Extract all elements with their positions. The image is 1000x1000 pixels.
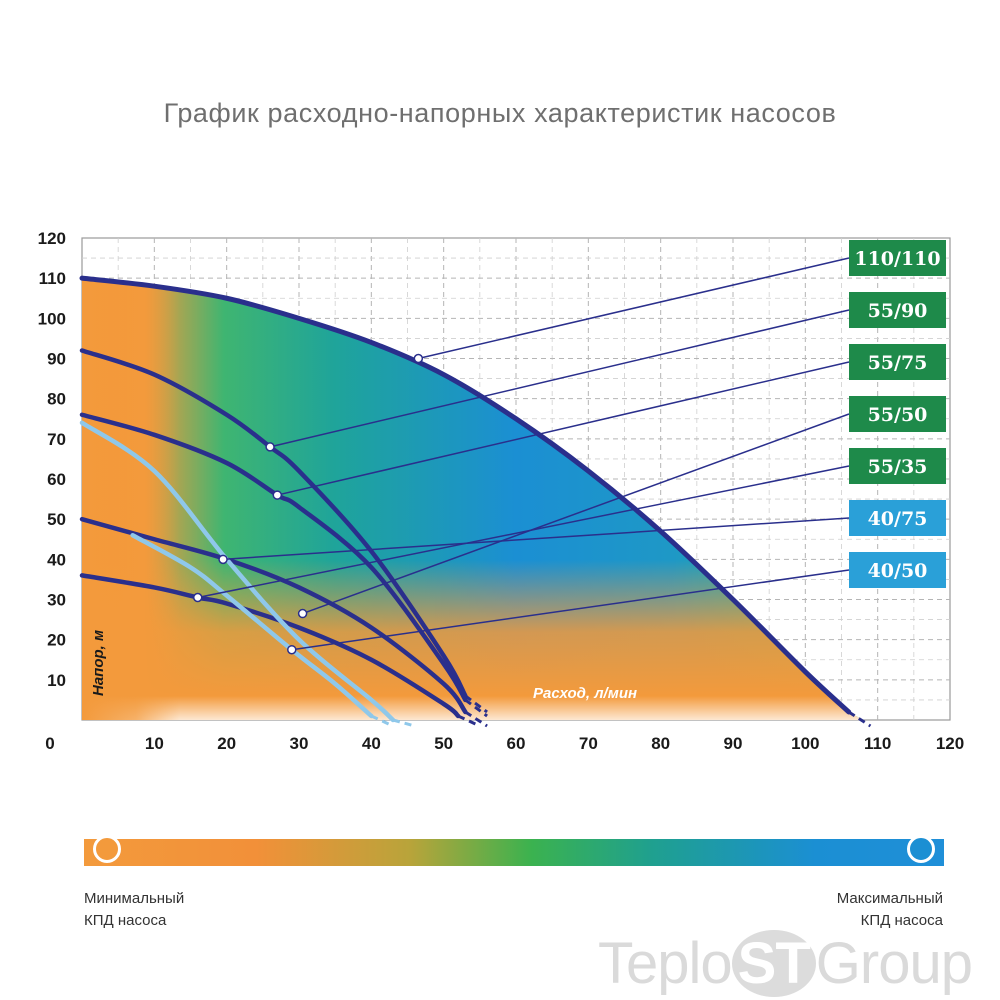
efficiency-gradient-bar bbox=[84, 835, 944, 866]
curve-extension bbox=[464, 698, 488, 718]
leader-line bbox=[197, 465, 850, 599]
curve-40-50 bbox=[130, 532, 374, 719]
curve-55-90 bbox=[79, 348, 468, 699]
max-efficiency-marker bbox=[907, 835, 935, 863]
model-label-text: 40/50 bbox=[868, 560, 928, 582]
label-leader-lines bbox=[197, 257, 850, 651]
watermark-part3: Group bbox=[815, 931, 973, 996]
x-tick-label: 60 bbox=[507, 734, 526, 753]
x-tick-label: 100 bbox=[791, 734, 819, 753]
legend-max-efficiency: Максимальный КПД насоса bbox=[837, 888, 943, 932]
legend-max-line2: КПД насоса bbox=[860, 912, 943, 929]
legend-min-efficiency: Минимальный КПД насоса bbox=[84, 888, 184, 932]
y-tick-label: 30 bbox=[47, 591, 66, 610]
x-axis-label: Расход, л/мин bbox=[533, 685, 637, 702]
y-tick-label: 60 bbox=[47, 470, 66, 489]
watermark-part1: Teplo bbox=[598, 931, 733, 996]
model-label-box bbox=[849, 344, 946, 380]
y-tick-label: 110 bbox=[39, 269, 66, 288]
legend-min-line2: КПД насоса bbox=[84, 912, 167, 929]
x-tick-label: 110 bbox=[864, 734, 891, 753]
curve-55-35 bbox=[79, 573, 461, 719]
y-axis-label: Напор, м bbox=[90, 630, 107, 696]
curve-110-110 bbox=[79, 275, 852, 715]
curve-marker bbox=[218, 554, 228, 565]
chart-title: График расходно-напорных характеристик н… bbox=[163, 98, 837, 128]
curve-marker bbox=[192, 592, 203, 603]
curve-55-75 bbox=[79, 412, 468, 703]
y-tick-label: 100 bbox=[38, 309, 66, 328]
y-tick-label: 40 bbox=[47, 550, 66, 569]
model-label-text: 110/110 bbox=[854, 248, 940, 270]
curve-extension bbox=[370, 714, 394, 728]
model-label-text: 55/75 bbox=[868, 352, 928, 374]
efficiency-fill bbox=[82, 278, 864, 720]
x-tick-label: 20 bbox=[217, 734, 236, 753]
x-tick-label: 120 bbox=[936, 734, 964, 753]
x-tick-label: 50 bbox=[434, 734, 453, 753]
y-tick-label: 80 bbox=[47, 390, 66, 409]
watermark-logo: Teplo ST Group bbox=[598, 930, 973, 997]
min-efficiency-marker bbox=[93, 835, 121, 863]
watermark-part2: ST bbox=[731, 930, 816, 997]
efficiency-region-left bbox=[82, 278, 864, 720]
model-label-box bbox=[849, 500, 946, 536]
curve-marker bbox=[287, 644, 297, 655]
axis-ticks: 10 20 30 40 50 60 70 80 90 100 110 120 0 10 20 30 40 50 60… bbox=[38, 229, 965, 753]
curve-40-75 bbox=[79, 420, 396, 723]
leader-line bbox=[418, 257, 850, 360]
leader-line bbox=[291, 569, 850, 651]
model-label-text: 40/75 bbox=[868, 508, 928, 530]
y-tick-label: 70 bbox=[47, 430, 66, 449]
pump-curves bbox=[79, 275, 872, 728]
curve-extension bbox=[464, 710, 488, 728]
curve-extension bbox=[464, 694, 488, 714]
leader-line bbox=[277, 361, 850, 496]
curve-marker bbox=[413, 353, 424, 364]
y-tick-label: 10 bbox=[47, 671, 66, 690]
curve-marker bbox=[297, 608, 308, 619]
x-tick-label: 80 bbox=[651, 734, 670, 753]
x-tick-label: 70 bbox=[579, 734, 598, 753]
curve-markers bbox=[192, 353, 424, 655]
leader-line bbox=[269, 309, 850, 448]
model-label-box bbox=[849, 396, 946, 432]
x-tick-label: 30 bbox=[290, 734, 309, 753]
x-tick-label: 40 bbox=[362, 734, 381, 753]
model-label-box bbox=[849, 240, 946, 276]
curve-extension bbox=[457, 714, 481, 728]
x-tick-label: 10 bbox=[145, 734, 164, 753]
y-tick-label: 90 bbox=[47, 350, 66, 369]
y-tick-label: 20 bbox=[47, 631, 66, 650]
model-label-box bbox=[849, 552, 946, 588]
curve-extension bbox=[847, 710, 872, 728]
y-tick-label: 120 bbox=[38, 229, 66, 248]
model-label-text: 55/50 bbox=[868, 404, 928, 426]
leader-line bbox=[223, 517, 850, 561]
leader-line bbox=[302, 413, 850, 615]
model-label-text: 55/90 bbox=[868, 300, 928, 322]
model-label-box bbox=[849, 448, 946, 484]
x-tick-label: 90 bbox=[724, 734, 743, 753]
curve-extension bbox=[392, 718, 416, 728]
model-label-box bbox=[849, 292, 946, 328]
curve-55-50 bbox=[79, 516, 468, 715]
curve-marker bbox=[265, 442, 275, 452]
x-tick-label: 0 bbox=[45, 734, 54, 753]
model-labels: 110/110 55/90 55/75 55/50 55/35 40/75 40/50 bbox=[849, 240, 946, 588]
legend-max-line1: Максимальный bbox=[836, 890, 943, 907]
legend-min-line1: Минимальный bbox=[84, 890, 185, 907]
y-tick-label: 50 bbox=[47, 510, 66, 529]
curve-marker bbox=[272, 490, 283, 500]
model-label-text: 55/35 bbox=[868, 456, 928, 478]
